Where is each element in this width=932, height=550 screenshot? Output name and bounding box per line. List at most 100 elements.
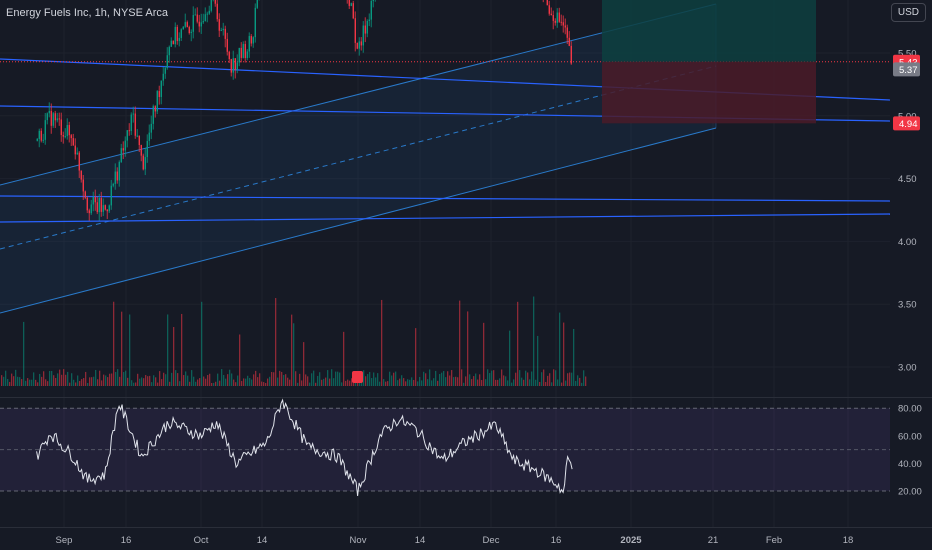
candle-body bbox=[62, 134, 64, 137]
candle-body bbox=[352, 3, 354, 19]
volume-bar bbox=[561, 382, 563, 386]
candle-body bbox=[134, 113, 136, 136]
candle-body bbox=[356, 42, 358, 49]
volume-bar bbox=[421, 380, 423, 386]
volume-bar bbox=[215, 381, 217, 386]
volume-bar bbox=[395, 371, 397, 386]
volume-bar bbox=[513, 379, 515, 386]
earnings-marker[interactable] bbox=[352, 371, 363, 383]
volume-bar bbox=[299, 373, 301, 386]
candle-body bbox=[40, 130, 42, 141]
volume-bar bbox=[225, 378, 227, 386]
volume-bar bbox=[321, 379, 323, 386]
volume-bar bbox=[53, 375, 55, 386]
trend-line[interactable] bbox=[0, 195, 891, 202]
candle-body bbox=[216, 3, 218, 20]
candle-body bbox=[240, 47, 242, 58]
volume-bar bbox=[539, 381, 541, 386]
volume-bar bbox=[7, 379, 9, 386]
volume-bar bbox=[517, 301, 519, 386]
volume-bar bbox=[467, 311, 469, 386]
candle-body bbox=[56, 118, 58, 121]
candle-body bbox=[96, 202, 98, 213]
volume-bar bbox=[461, 369, 463, 386]
candle-body bbox=[238, 47, 240, 63]
volume-bar bbox=[481, 380, 483, 386]
volume-bar bbox=[401, 375, 403, 386]
candle-body bbox=[128, 130, 130, 132]
candle-body bbox=[372, 0, 374, 1]
volume-bar bbox=[207, 375, 209, 386]
candle-body bbox=[166, 55, 168, 69]
volume-bar bbox=[535, 379, 537, 386]
trend-line[interactable] bbox=[0, 213, 891, 223]
candle-body bbox=[252, 37, 254, 44]
channel-lower-line bbox=[0, 127, 717, 314]
candle-body bbox=[50, 110, 52, 126]
volume-bar bbox=[381, 299, 383, 386]
time-tick-label: 14 bbox=[257, 535, 268, 546]
volume-bar bbox=[573, 328, 575, 386]
volume-bar bbox=[451, 370, 453, 386]
volume-bar bbox=[285, 374, 287, 386]
volume-bar bbox=[111, 373, 113, 386]
price-tick-label: 3.00 bbox=[898, 363, 917, 374]
candle-body bbox=[156, 91, 158, 112]
rsi-line[interactable] bbox=[36, 398, 573, 497]
channel-upper-line bbox=[0, 3, 717, 186]
volume-bar bbox=[97, 379, 99, 386]
volume-bar bbox=[27, 378, 29, 386]
candle-body bbox=[570, 45, 572, 64]
candle-body bbox=[108, 205, 110, 212]
candle-body bbox=[202, 21, 204, 23]
volume-bar bbox=[115, 371, 117, 386]
candle-body bbox=[234, 58, 236, 70]
volume-bar bbox=[505, 376, 507, 386]
volume-bar bbox=[475, 373, 477, 386]
volume-bar bbox=[11, 373, 13, 386]
volume-bar bbox=[487, 369, 489, 386]
currency-button[interactable]: USD bbox=[890, 3, 926, 22]
rsi-tick-label: 80.00 bbox=[898, 404, 922, 415]
chart-title: Energy Fuels Inc, 1h, NYSE Arca bbox=[6, 7, 169, 19]
volume-bar bbox=[581, 382, 583, 386]
price-tick-label: 3.50 bbox=[898, 300, 917, 311]
volume-bar bbox=[47, 381, 49, 386]
volume-bar bbox=[147, 376, 149, 386]
volume-bar bbox=[309, 382, 311, 386]
volume-bar bbox=[3, 376, 5, 386]
volume-bar bbox=[365, 376, 367, 386]
volume-bar bbox=[179, 381, 181, 386]
price-pane[interactable] bbox=[0, 0, 891, 397]
volume-bar bbox=[409, 379, 411, 386]
candle-body bbox=[242, 44, 244, 58]
candle-body bbox=[556, 12, 558, 23]
rsi-pane[interactable] bbox=[0, 398, 890, 527]
candle-body bbox=[44, 120, 46, 140]
candle-body bbox=[188, 26, 190, 34]
volume-bar bbox=[1, 375, 3, 386]
volume-bar bbox=[371, 378, 373, 386]
candle-body bbox=[58, 118, 60, 120]
volume-bar bbox=[199, 378, 201, 386]
candle-body bbox=[562, 22, 564, 26]
volume-bar bbox=[585, 376, 587, 386]
candle-body bbox=[78, 152, 80, 171]
volume-bar bbox=[99, 370, 101, 386]
candle-body bbox=[104, 205, 106, 210]
candle-body bbox=[182, 26, 184, 30]
volume-bar bbox=[163, 372, 165, 386]
price-tick-label: 4.50 bbox=[898, 174, 917, 185]
volume-bar bbox=[447, 371, 449, 386]
time-axis[interactable]: Sep 16 Oct 14 Nov 14 Dec 16 2025 21 Feb 18 bbox=[56, 535, 854, 546]
volume-bar bbox=[123, 372, 125, 386]
volume-bar bbox=[485, 379, 487, 386]
volume-bar bbox=[23, 321, 25, 386]
volume-bar bbox=[335, 371, 337, 386]
candle-body bbox=[256, 0, 258, 8]
stop-zone[interactable] bbox=[602, 61, 816, 124]
target-zone[interactable] bbox=[602, 0, 816, 62]
candle-body bbox=[174, 26, 176, 45]
candle-body bbox=[142, 155, 144, 170]
